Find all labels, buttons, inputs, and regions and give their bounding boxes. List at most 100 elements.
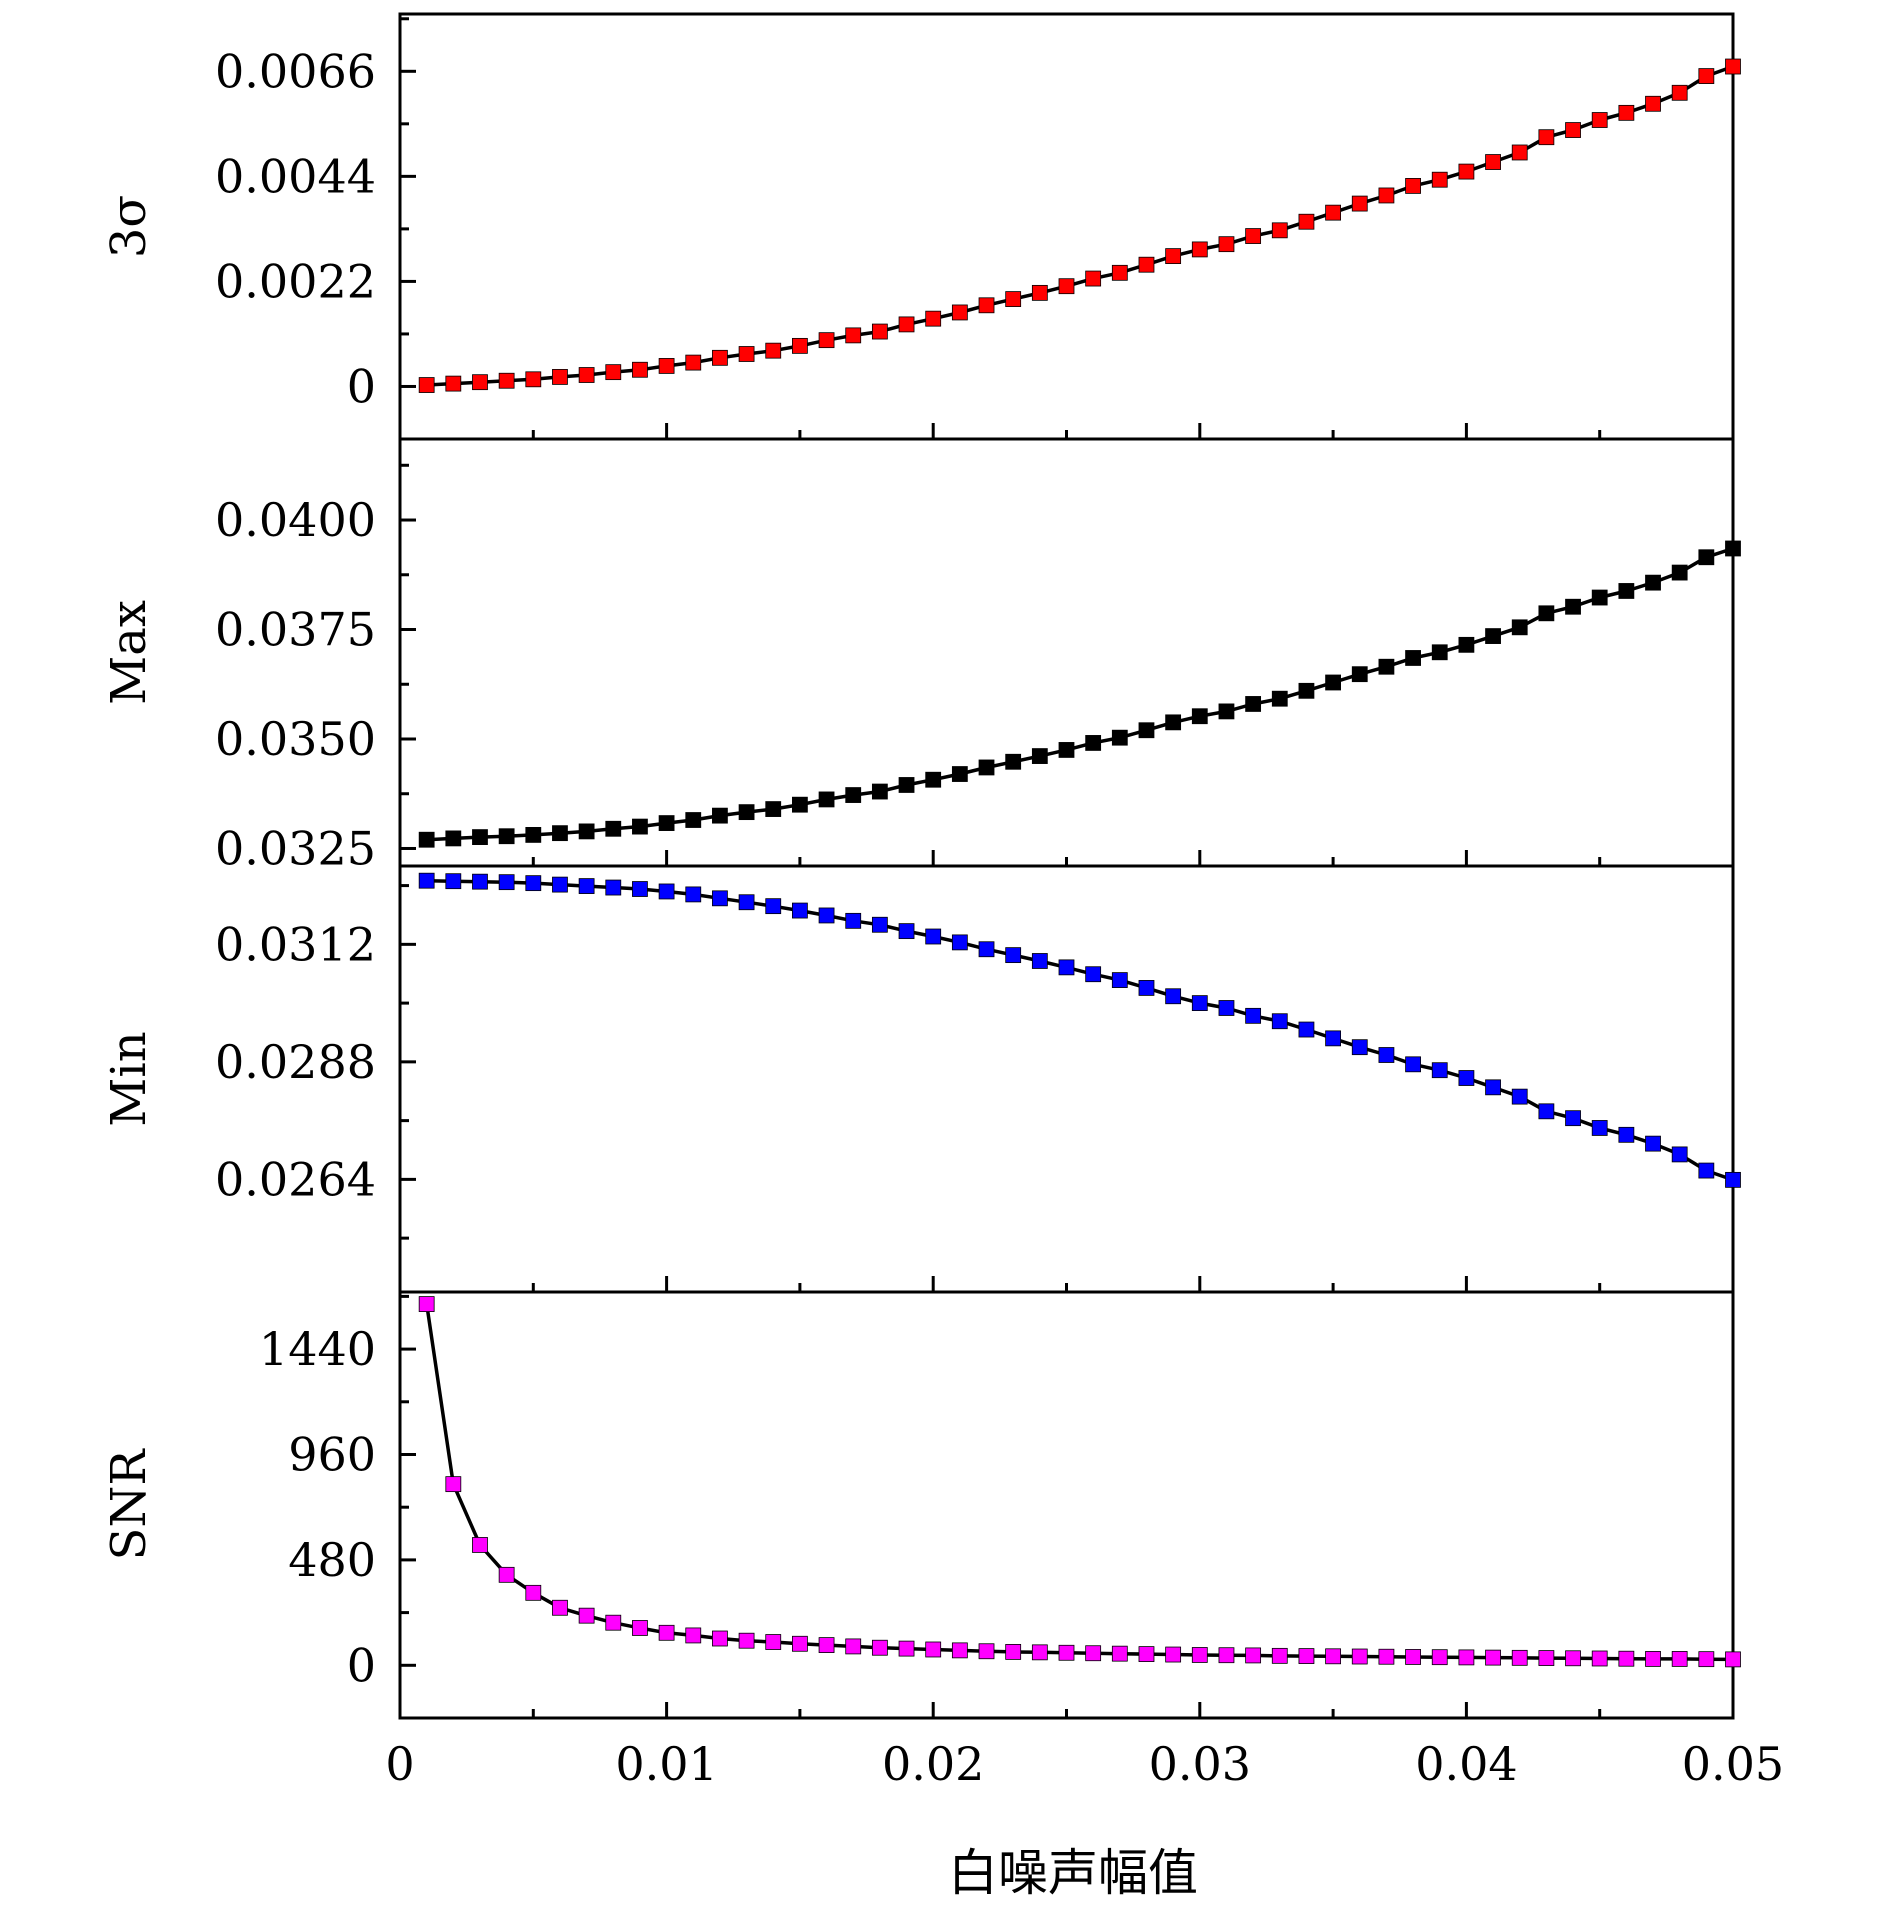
data-point [1618, 1126, 1635, 1143]
data-point [765, 1634, 782, 1650]
data-point [712, 890, 728, 907]
data-point [871, 783, 888, 800]
data-point [712, 1630, 728, 1647]
data-point [472, 873, 488, 890]
data-point [1245, 696, 1262, 712]
data-point [1538, 1650, 1555, 1666]
panel-2: 0.0264 0.0288 0.0312 Min [101, 864, 1741, 1294]
data-point [1725, 1171, 1741, 1188]
data-point [1325, 204, 1341, 221]
data-point [685, 812, 702, 828]
panel-0: 0 0.0022 0.0044 0.0066 3σ [101, 12, 1741, 441]
data-point [1485, 628, 1501, 644]
data-point [552, 1599, 568, 1616]
chart-panels: 00.00220.00440.00663σ0.03250.03500.03750… [101, 12, 1741, 1720]
data-point [1325, 1648, 1341, 1665]
panel-frame [398, 437, 1735, 868]
data-point [1645, 95, 1661, 112]
y-tick-label: 0.0264 [215, 1152, 376, 1206]
y-axis-title: SNR [101, 1448, 157, 1561]
data-point [1058, 742, 1075, 758]
data-point [1005, 1644, 1022, 1660]
y-tick-label: 0 [347, 359, 376, 413]
data-point [1005, 947, 1022, 964]
data-point [951, 766, 968, 782]
data-point [1431, 644, 1448, 661]
data-point [1191, 708, 1208, 725]
y-tick-label: 0.0066 [215, 44, 376, 98]
data-point [765, 898, 782, 915]
data-point [1298, 1648, 1315, 1664]
data-point [1138, 256, 1155, 273]
data-point [658, 1624, 675, 1641]
data-point [1565, 1650, 1581, 1667]
data-point [1378, 187, 1395, 204]
data-point [1245, 1647, 1262, 1664]
data-point [818, 907, 835, 924]
data-point [1058, 959, 1075, 976]
data-point [898, 777, 915, 793]
data-point [1298, 682, 1315, 699]
data-point [578, 367, 595, 383]
data-point [1485, 1079, 1501, 1096]
data-point [498, 874, 515, 891]
data-point [472, 829, 488, 845]
data-point [525, 1584, 542, 1601]
data-point [1111, 1645, 1128, 1662]
y-tick-label: 0.0375 [215, 603, 376, 657]
x-axis-title: 白噪声幅值 [948, 1844, 1198, 1902]
data-point [418, 831, 435, 848]
data-point [418, 377, 435, 393]
data-point [1671, 1651, 1688, 1667]
data-point [1031, 1644, 1048, 1661]
data-point [605, 879, 622, 896]
data-point [525, 875, 542, 892]
data-point [871, 916, 888, 933]
data-point [951, 304, 968, 321]
y-tick-label: 0.0312 [215, 917, 376, 971]
data-point [1218, 1647, 1235, 1664]
y-tick-label: 480 [288, 1533, 376, 1587]
data-point [1458, 1649, 1475, 1666]
data-point [658, 815, 675, 831]
x-tick-label: 0.01 [615, 1737, 717, 1791]
data-point [978, 297, 995, 314]
data-point [1591, 112, 1608, 128]
series-line [426, 64, 1734, 387]
data-point [1725, 1651, 1741, 1668]
data-point [738, 894, 755, 911]
data-point [1058, 278, 1075, 295]
data-point [632, 818, 648, 835]
data-point [1458, 1070, 1475, 1086]
data-point [1618, 583, 1635, 599]
y-axis-title: Min [101, 1031, 157, 1126]
data-point [951, 1642, 968, 1659]
data-point [1138, 1646, 1155, 1662]
x-axis: 0 0.01 0.02 0.03 0.04 0.05 [385, 1737, 1784, 1791]
data-point [978, 1643, 995, 1660]
data-point [1218, 236, 1235, 253]
data-point [1111, 264, 1128, 281]
data-point [1165, 988, 1182, 1005]
data-point [1351, 666, 1368, 683]
data-point [898, 316, 915, 333]
data-point [1671, 1146, 1688, 1163]
data-point [1298, 213, 1315, 230]
panel-3: 0 480 960 1440 SNR [101, 1290, 1741, 1720]
y-axis-title: Max [101, 600, 157, 705]
data-point [658, 358, 675, 374]
data-point [1671, 564, 1688, 581]
data-point [1298, 1021, 1315, 1038]
data-point [552, 369, 568, 385]
data-point [1245, 228, 1262, 244]
data-point [472, 374, 488, 391]
data-point [818, 791, 835, 808]
data-point [765, 342, 782, 359]
panel-frame [398, 864, 1735, 1294]
data-point [1378, 1648, 1395, 1665]
data-point [1511, 1088, 1528, 1105]
data-point [1485, 154, 1501, 170]
panel-1: 0.0325 0.0350 0.0375 0.0400 Max [101, 437, 1741, 875]
data-point [738, 804, 755, 821]
